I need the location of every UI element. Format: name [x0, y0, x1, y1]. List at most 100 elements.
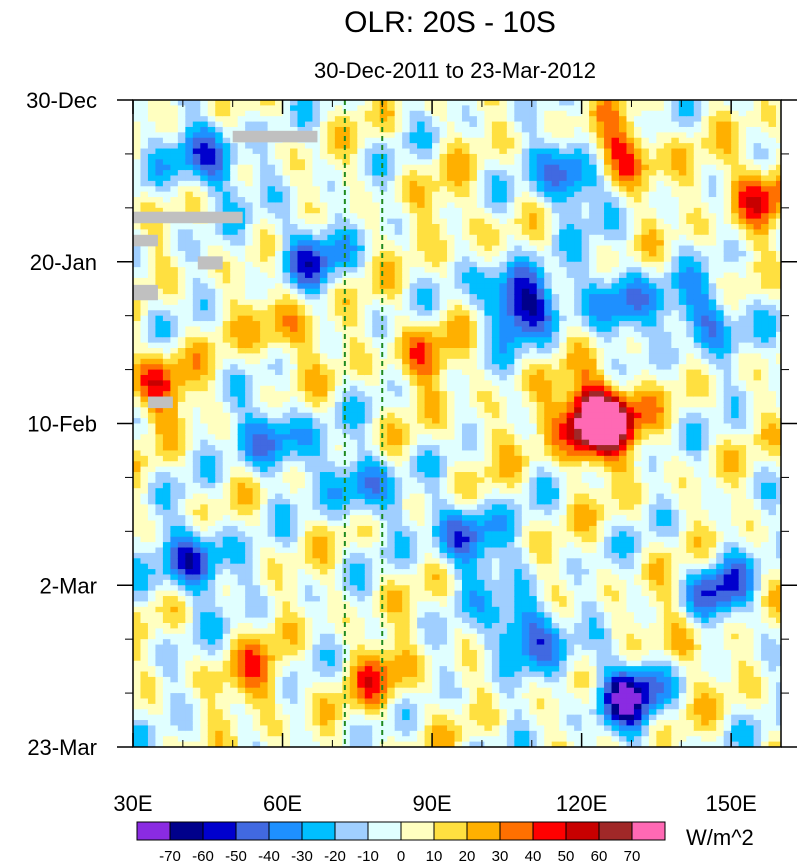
heatmap-cell	[417, 536, 426, 543]
heatmap-cell	[207, 121, 216, 128]
heatmap-cell	[424, 391, 433, 398]
heatmap-cell	[409, 736, 418, 743]
heatmap-cell	[215, 633, 224, 640]
heatmap-cell	[200, 245, 209, 252]
heatmap-cell	[439, 261, 448, 268]
heatmap-cell	[387, 304, 396, 311]
heatmap-cell	[319, 391, 328, 398]
heatmap-cell	[133, 100, 142, 106]
heatmap-cell	[222, 682, 231, 689]
heatmap-cell	[222, 143, 231, 150]
heatmap-cell	[417, 606, 426, 613]
heatmap-cell	[312, 321, 321, 328]
heatmap-cell	[140, 693, 149, 700]
heatmap-cell	[162, 364, 171, 371]
heatmap-cell	[222, 509, 231, 516]
heatmap-cell	[260, 504, 269, 511]
heatmap-cell	[192, 450, 201, 457]
heatmap-cell	[424, 348, 433, 355]
heatmap-cell	[222, 542, 231, 549]
heatmap-cell	[230, 606, 239, 613]
heatmap-cell	[297, 401, 306, 408]
heatmap-cell	[364, 229, 373, 236]
heatmap-cell	[394, 482, 403, 489]
heatmap-cell	[334, 353, 343, 360]
heatmap-cell	[379, 240, 388, 247]
heatmap-cell	[282, 401, 291, 408]
heatmap-cell	[342, 477, 351, 484]
heatmap-cell	[170, 277, 179, 284]
heatmap-cell	[237, 466, 246, 473]
heatmap-cell	[312, 380, 321, 387]
heatmap-cell	[185, 682, 194, 689]
heatmap-cell	[162, 579, 171, 586]
heatmap-cell	[394, 407, 403, 414]
heatmap-cell	[304, 143, 314, 150]
heatmap-cell	[185, 396, 194, 403]
heatmap-cell	[155, 261, 164, 268]
heatmap-cell	[364, 709, 373, 716]
heatmap-cell	[409, 579, 418, 586]
heatmap-cell	[192, 310, 201, 317]
heatmap-cell	[319, 267, 328, 274]
heatmap-cell	[147, 622, 157, 629]
heatmap-cell	[275, 423, 284, 430]
chart-subtitle: 30-Dec-2011 to 23-Mar-2012	[314, 58, 596, 83]
heatmap-cell	[282, 186, 291, 193]
heatmap-cell	[319, 736, 328, 743]
heatmap-cell	[215, 585, 224, 592]
heatmap-cell	[282, 579, 291, 586]
heatmap-cell	[387, 110, 396, 117]
heatmap-cell	[290, 315, 299, 322]
heatmap-cell	[417, 720, 426, 727]
heatmap-cell	[409, 585, 418, 592]
heatmap-cell	[170, 741, 179, 747]
heatmap-cell	[334, 709, 343, 716]
heatmap-cell	[319, 337, 328, 344]
heatmap-cell	[237, 277, 246, 284]
heatmap-cell	[245, 229, 254, 236]
heatmap-cell	[222, 547, 231, 554]
heatmap-cell	[342, 461, 351, 468]
heatmap-cell	[334, 412, 343, 419]
heatmap-cell	[275, 240, 284, 247]
heatmap-cell	[185, 331, 194, 338]
heatmap-cell	[140, 348, 149, 355]
heatmap-cell	[200, 197, 209, 204]
heatmap-cell	[379, 234, 388, 241]
heatmap-cell	[215, 310, 224, 317]
heatmap-cell	[312, 364, 321, 371]
heatmap-cell	[177, 100, 186, 106]
heatmap-cell	[170, 267, 179, 274]
heatmap-cell	[409, 250, 418, 257]
heatmap-cell	[200, 601, 209, 608]
heatmap-cell	[230, 207, 239, 214]
heatmap-cell	[140, 175, 149, 182]
heatmap-cell	[304, 418, 314, 425]
heatmap-cell	[409, 472, 418, 479]
heatmap-cell	[290, 369, 299, 376]
heatmap-cell	[170, 622, 179, 629]
heatmap-cell	[342, 703, 351, 710]
heatmap-cell	[387, 374, 396, 381]
heatmap-cell	[409, 574, 418, 581]
heatmap-cell	[275, 229, 284, 236]
heatmap-cell	[334, 391, 343, 398]
heatmap-cell	[319, 105, 328, 112]
heatmap-cell	[327, 396, 336, 403]
heatmap-cell	[245, 434, 254, 441]
heatmap-cell	[364, 240, 373, 247]
heatmap-cell	[409, 617, 418, 624]
heatmap-cell	[207, 137, 216, 144]
heatmap-cell	[312, 725, 321, 732]
heatmap-cell	[297, 110, 306, 117]
heatmap-cell	[170, 321, 179, 328]
heatmap-cell	[245, 337, 254, 344]
heatmap-cell	[379, 159, 388, 166]
heatmap-cell	[364, 428, 373, 435]
heatmap-cell	[267, 687, 276, 694]
heatmap-cell	[222, 121, 231, 128]
heatmap-cell	[155, 563, 164, 570]
heatmap-cell	[267, 671, 276, 678]
heatmap-cell	[349, 213, 358, 220]
